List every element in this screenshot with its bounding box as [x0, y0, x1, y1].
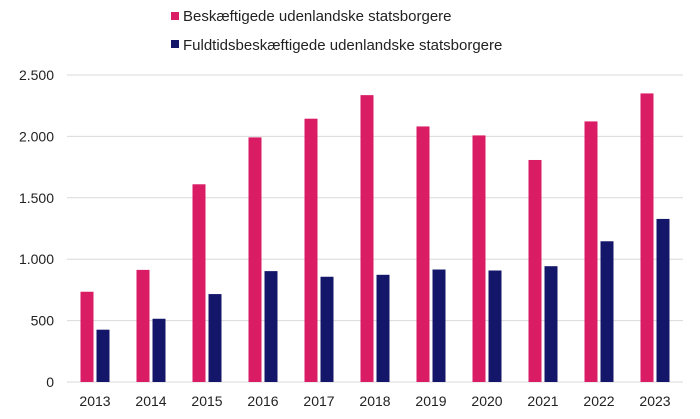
bar-employed-2021	[528, 159, 542, 382]
y-tick-label: 0	[46, 374, 54, 390]
bar-fulltime-2022	[600, 241, 614, 382]
bar-employed-2013	[80, 291, 94, 382]
y-tick-label: 2.000	[19, 128, 54, 144]
bar-employed-2022	[584, 121, 598, 383]
gridlines	[67, 74, 683, 383]
x-axis: 2013 2014 2015 2016 2017 2018 2019 2020 2021 2022…	[79, 393, 670, 409]
x-tick-label: 2015	[191, 393, 222, 409]
x-tick-label: 2022	[583, 393, 614, 409]
bars	[80, 93, 670, 383]
legend-swatch-1	[171, 40, 179, 48]
x-tick-label: 2016	[247, 393, 278, 409]
y-tick-label: 500	[31, 313, 55, 329]
y-tick-label: 1.000	[19, 251, 54, 267]
y-axis: 0 500 1.000 1.500 2.000 2.500	[19, 67, 54, 390]
bar-fulltime-2016	[264, 271, 278, 382]
x-tick-label: 2020	[471, 393, 502, 409]
bar-employed-2016	[248, 137, 262, 382]
x-tick-label: 2023	[639, 393, 670, 409]
y-tick-label: 1.500	[19, 190, 54, 206]
bar-fulltime-2013	[96, 329, 110, 382]
bar-employed-2014	[136, 269, 150, 382]
bar-employed-2020	[472, 135, 486, 382]
bar-fulltime-2019	[432, 269, 446, 382]
bar-employed-2023	[640, 93, 654, 383]
x-tick-label: 2013	[79, 393, 110, 409]
bar-fulltime-2023	[656, 218, 670, 382]
x-tick-label: 2014	[135, 393, 166, 409]
bar-fulltime-2020	[488, 270, 502, 382]
bar-employed-2015	[192, 184, 206, 382]
y-tick-label: 2.500	[19, 67, 54, 83]
x-tick-label: 2018	[359, 393, 390, 409]
bar-fulltime-2021	[544, 266, 558, 382]
legend: Beskæftigede udenlandske statsborgere Fu…	[171, 8, 502, 54]
bar-employed-2017	[304, 118, 318, 382]
bar-fulltime-2015	[208, 294, 222, 382]
legend-label-1: Fuldtidsbeskæftigede udenlandske statsbo…	[183, 37, 502, 54]
legend-label-0: Beskæftigede udenlandske statsborgere	[183, 8, 452, 25]
bar-fulltime-2017	[320, 276, 334, 382]
legend-swatch-0	[171, 12, 179, 20]
x-tick-label: 2021	[527, 393, 558, 409]
bar-employed-2019	[416, 126, 430, 382]
bar-fulltime-2014	[152, 318, 166, 382]
bar-fulltime-2018	[376, 274, 390, 382]
x-tick-label: 2017	[303, 393, 334, 409]
x-tick-label: 2019	[415, 393, 446, 409]
bar-employed-2018	[360, 95, 374, 383]
